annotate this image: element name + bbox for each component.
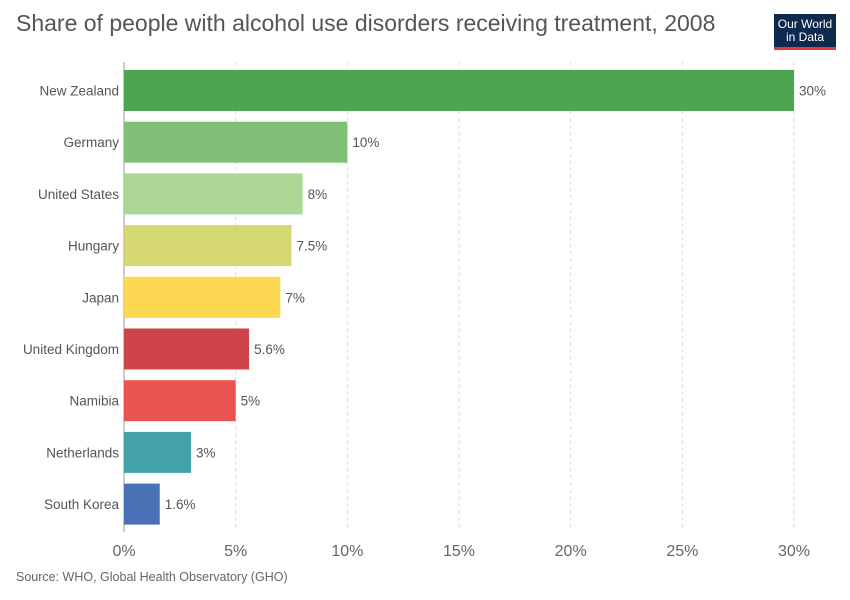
bar <box>124 173 303 215</box>
chart-title: Share of people with alcohol use disorde… <box>16 10 716 36</box>
bar <box>124 380 236 422</box>
owid-logo[interactable]: Our World in Data <box>774 14 836 50</box>
bar <box>124 431 191 473</box>
bar <box>124 276 281 318</box>
x-tick-label: 10% <box>331 543 363 560</box>
category-label: Japan <box>82 290 119 305</box>
category-label: Namibia <box>69 394 119 409</box>
source-note: Source: WHO, Global Health Observatory (… <box>16 570 288 584</box>
value-label: 30% <box>799 84 826 99</box>
x-tick-label: 0% <box>112 543 135 560</box>
category-label: Netherlands <box>46 445 119 460</box>
bar <box>124 225 292 267</box>
x-tick-label: 30% <box>778 543 810 560</box>
value-label: 8% <box>308 187 328 202</box>
value-label: 7% <box>285 290 305 305</box>
logo-line-1: Our World <box>777 17 833 31</box>
category-label: United States <box>38 187 119 202</box>
category-label: Hungary <box>68 239 119 254</box>
x-tick-label: 20% <box>555 543 587 560</box>
category-label: New Zealand <box>39 84 119 99</box>
value-label: 1.6% <box>165 497 196 512</box>
value-label: 10% <box>352 135 379 150</box>
value-label: 5% <box>241 394 261 409</box>
value-label: 3% <box>196 445 216 460</box>
x-tick-label: 25% <box>666 543 698 560</box>
bar <box>124 328 250 370</box>
value-label: 7.5% <box>297 239 328 254</box>
logo-line-2: in Data <box>785 30 825 44</box>
labels: 0% 5% 10% 15% 20% 25% 30% New Zealand 30% Germany… <box>23 84 826 561</box>
x-tick-label: 15% <box>443 543 475 560</box>
category-label: United Kingdom <box>23 342 119 357</box>
bar <box>124 483 160 525</box>
bar <box>124 121 348 163</box>
category-label: Germany <box>63 135 119 150</box>
bars <box>124 70 794 525</box>
bar <box>124 70 794 111</box>
x-tick-label: 5% <box>224 543 247 560</box>
category-label: South Korea <box>44 497 120 512</box>
value-label: 5.6% <box>254 342 285 357</box>
